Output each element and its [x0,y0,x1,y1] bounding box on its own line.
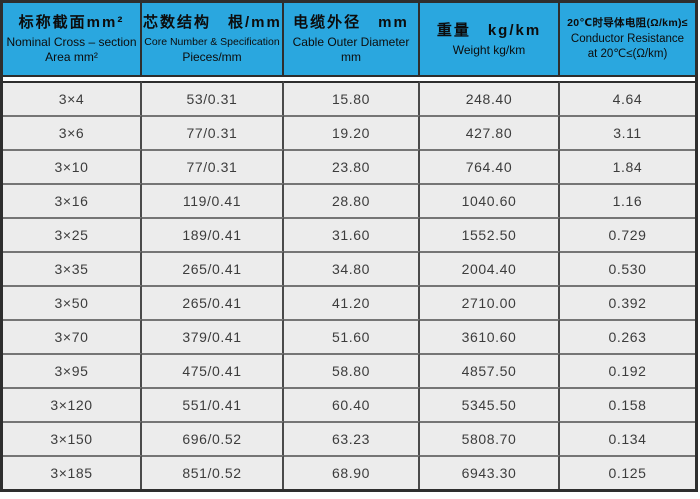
table-cell: 3×10 [3,149,142,183]
table-cell: 3×150 [3,421,142,455]
table-cell: 3×4 [3,81,142,115]
table-cell: 265/0.41 [142,251,284,285]
header-line-zh: 重量 kg/km [436,21,542,39]
table-row: 3×6 77/0.31 19.20 427.80 3.11 [3,115,695,149]
table-row: 3×50 265/0.41 41.20 2710.00 0.392 [3,285,695,319]
table-cell: 28.80 [284,183,420,217]
table-cell: 60.40 [284,387,420,421]
table-cell: 1552.50 [420,217,560,251]
table-cell: 4857.50 [420,353,560,387]
table-cell: 23.80 [284,149,420,183]
table-cell: 0.192 [560,353,695,387]
table-cell: 6943.30 [420,455,560,489]
table-cell: 0.392 [560,285,695,319]
header-row: 标称截面mm² Nominal Cross – section Area mm²… [3,3,695,77]
table-cell: 3×120 [3,387,142,421]
table-cell: 3×16 [3,183,142,217]
table-cell: 0.125 [560,455,695,489]
header-line-zh: 电缆外径 mm [293,14,409,31]
table-cell: 41.20 [284,285,420,319]
table-cell: 63.23 [284,421,420,455]
col-header-nominal-cross-section: 标称截面mm² Nominal Cross – section Area mm² [3,3,142,77]
table-header: 标称截面mm² Nominal Cross – section Area mm²… [3,3,695,77]
table-cell: 58.80 [284,353,420,387]
table-cell: 0.530 [560,251,695,285]
col-header-core-number-specification: 芯数结构 根/mm Core Number & Specification Pi… [142,3,284,77]
header-line-en: Conductor Resistance [570,33,685,45]
table-cell: 53/0.31 [142,81,284,115]
table-row: 3×185 851/0.52 68.90 6943.30 0.125 [3,455,695,489]
header-line-en: Nominal Cross – section [6,35,137,49]
table-row: 3×10 77/0.31 23.80 764.40 1.84 [3,149,695,183]
col-header-cable-outer-diameter: 电缆外径 mm Cable Outer Diameter mm [284,3,420,77]
table-cell: 427.80 [420,115,560,149]
table-row: 3×35 265/0.41 34.80 2004.40 0.530 [3,251,695,285]
table-cell: 31.60 [284,217,420,251]
header-line-en: mm [341,50,361,64]
header-gap [3,77,695,81]
table-cell: 248.40 [420,81,560,115]
table-cell: 2004.40 [420,251,560,285]
header-line-en: Pieces/mm [182,50,242,64]
table-cell: 3×25 [3,217,142,251]
table-row: 3×120 551/0.41 60.40 5345.50 0.158 [3,387,695,421]
table-row: 3×95 475/0.41 58.80 4857.50 0.192 [3,353,695,387]
table-row: 3×4 53/0.31 15.80 248.40 4.64 [3,81,695,115]
table-cell: 3×95 [3,353,142,387]
header-line-en: Weight kg/km [452,42,526,57]
table-cell: 19.20 [284,115,420,149]
table-cell: 0.729 [560,217,695,251]
table-row: 3×16 119/0.41 28.80 1040.60 1.16 [3,183,695,217]
table-cell: 3×185 [3,455,142,489]
table-cell: 3×6 [3,115,142,149]
table-cell: 851/0.52 [142,455,284,489]
table-cell: 3×70 [3,319,142,353]
table-cell: 764.40 [420,149,560,183]
table-cell: 2710.00 [420,285,560,319]
table-cell: 68.90 [284,455,420,489]
table-cell: 551/0.41 [142,387,284,421]
table-cell: 265/0.41 [142,285,284,319]
table-cell: 0.263 [560,319,695,353]
header-gap-cell [3,77,695,81]
table-cell: 379/0.41 [142,319,284,353]
table-cell: 3×35 [3,251,142,285]
table-row: 3×70 379/0.41 51.60 3610.60 0.263 [3,319,695,353]
table-body: 3×4 53/0.31 15.80 248.40 4.64 3×6 77/0.31 19.20… [3,77,695,489]
table-cell: 3610.60 [420,319,560,353]
table-cell: 51.60 [284,319,420,353]
table-cell: 475/0.41 [142,353,284,387]
table-cell: 0.134 [560,421,695,455]
header-line-en: Cable Outer Diameter [292,35,410,49]
header-line-en: at 20℃≤(Ω/km) [587,48,668,60]
table-cell: 119/0.41 [142,183,284,217]
table-cell: 15.80 [284,81,420,115]
col-header-weight: 重量 kg/km Weight kg/km [420,3,560,77]
header-line-zh: 芯数结构 根/mm [143,14,282,31]
header-line-en: Core Number & Specification [144,36,280,48]
table-cell: 696/0.52 [142,421,284,455]
table-cell: 0.158 [560,387,695,421]
header-line-zh: 标称截面mm² [18,14,125,31]
table-row: 3×25 189/0.41 31.60 1552.50 0.729 [3,217,695,251]
table-cell: 5808.70 [420,421,560,455]
table-cell: 1040.60 [420,183,560,217]
table-cell: 34.80 [284,251,420,285]
table-cell: 77/0.31 [142,149,284,183]
table-cell: 4.64 [560,81,695,115]
table-cell: 3×50 [3,285,142,319]
table-cell: 5345.50 [420,387,560,421]
table-cell: 1.16 [560,183,695,217]
header-line-en: Area mm² [45,50,98,64]
table-cell: 1.84 [560,149,695,183]
table-row: 3×150 696/0.52 63.23 5808.70 0.134 [3,421,695,455]
table-cell: 3.11 [560,115,695,149]
table-cell: 189/0.41 [142,217,284,251]
table-cell: 77/0.31 [142,115,284,149]
col-header-conductor-resistance: 20℃时导体电阻(Ω/km)≤ Conductor Resistance at … [560,3,695,77]
header-line-zh: 20℃时导体电阻(Ω/km)≤ [567,17,688,29]
